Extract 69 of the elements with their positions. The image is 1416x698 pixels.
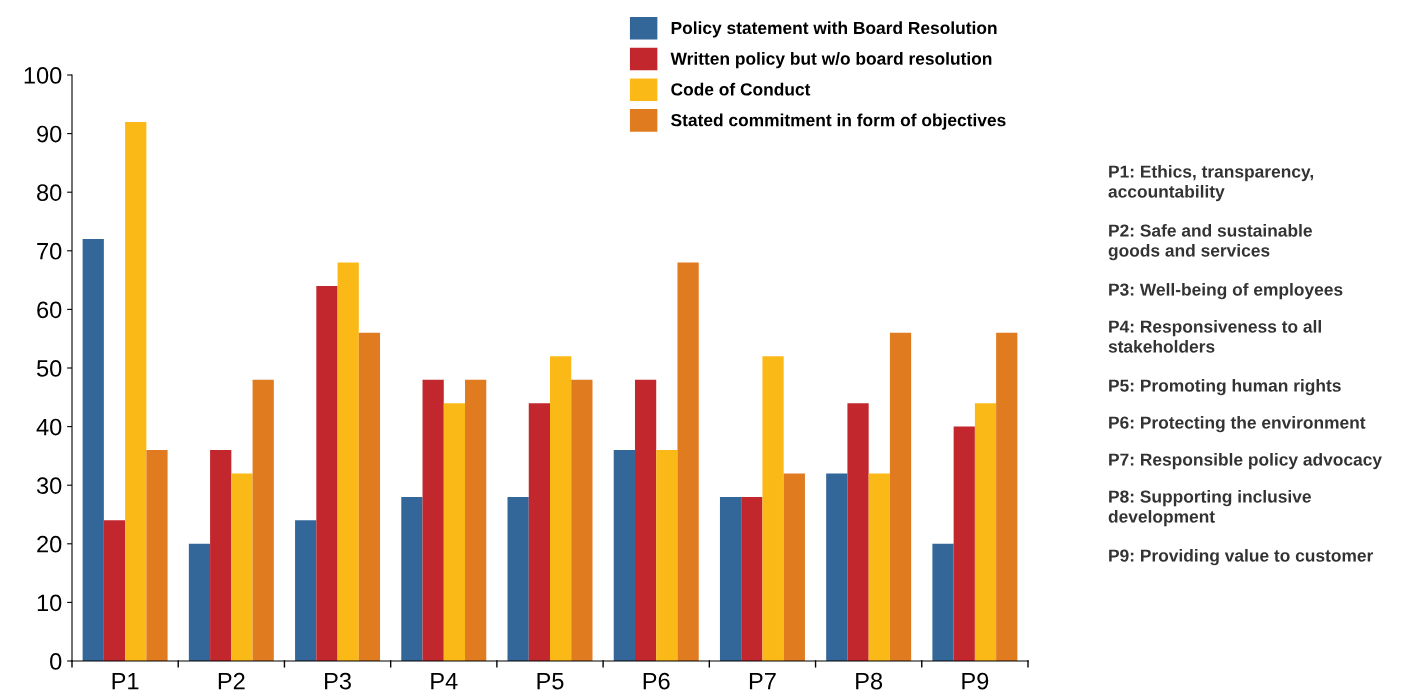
y-tick-label: 90: [37, 125, 62, 143]
bar: [656, 450, 678, 661]
y-tick-label: 30: [36, 477, 62, 494]
text: P2: Safe and sustainable goods and services: [1108, 224, 1312, 261]
bar: [422, 379, 444, 661]
bar: [103, 520, 126, 661]
bar: [677, 262, 699, 661]
text: P4: Responsiveness to all stakeholders: [1108, 320, 1321, 353]
bar: [783, 473, 805, 661]
bar: [443, 403, 466, 661]
bar: [974, 403, 997, 661]
bar: [741, 496, 763, 661]
legend-label: Policy statement with Board Resolution: [671, 21, 997, 38]
x-tick-label: P1: [112, 672, 139, 690]
bar: [571, 379, 593, 661]
x-tick-label: P8: [856, 672, 883, 690]
text: P9: Providing value to customer: [1109, 549, 1374, 566]
text: P1: Ethics, transparency, accountability: [1108, 165, 1314, 202]
bar: [550, 356, 572, 661]
text: P3: Well-being of employees: [1109, 283, 1343, 300]
text: P5: Promoting human rights: [1109, 379, 1341, 396]
bar: [826, 473, 848, 661]
bar: [613, 450, 635, 661]
bar: [847, 403, 869, 661]
text: P6: Protecting the environment: [1109, 416, 1366, 433]
y-tick-label: 40: [36, 418, 62, 436]
bar: [996, 332, 1018, 661]
legend-label: Written policy but w/o board resolution: [670, 52, 992, 69]
bar: [125, 121, 147, 661]
bar: [528, 403, 550, 661]
x-tick-label: P9: [962, 672, 989, 690]
bar: [146, 450, 168, 661]
bar: [719, 496, 742, 661]
bar: [252, 379, 274, 661]
text: P7: Responsible policy advocacy: [1109, 453, 1382, 470]
bar: [358, 332, 381, 661]
bar: [210, 450, 232, 661]
bar: [316, 285, 338, 661]
y-tick-label: 70: [37, 242, 62, 260]
y-tick-label: 50: [36, 360, 62, 377]
bar: [295, 520, 317, 661]
bar: [231, 473, 253, 661]
y-tick-label: 80: [37, 184, 62, 201]
bar: [953, 426, 975, 661]
text: P8: Supporting inclusive development: [1108, 490, 1311, 527]
bar: [337, 262, 359, 661]
bar: [889, 332, 912, 661]
x-tick-label: P7: [749, 672, 776, 690]
bar: [868, 473, 890, 661]
x-tick-label: P3: [325, 672, 351, 690]
legend-label: Stated commitment in form of objectives: [671, 113, 1006, 130]
legend-label: Code of Conduct: [671, 82, 811, 96]
x-tick-label: P4: [431, 672, 458, 690]
bar: [188, 543, 211, 661]
bar: [465, 379, 487, 661]
y-tick-label: 0: [50, 653, 62, 670]
y-tick-label: 10: [37, 594, 62, 612]
y-tick-label: 20: [37, 535, 62, 553]
bar: [507, 496, 529, 661]
bar: [401, 496, 423, 661]
bar: [932, 543, 954, 661]
bar: [634, 379, 657, 661]
y-tick-label: 100: [24, 67, 62, 84]
x-tick-label: P5: [537, 672, 564, 690]
bar: [762, 356, 784, 661]
bar: [82, 239, 104, 661]
x-tick-label: P2: [218, 672, 245, 690]
y-tick-label: 60: [37, 301, 62, 319]
x-tick-label: P6: [643, 672, 670, 690]
